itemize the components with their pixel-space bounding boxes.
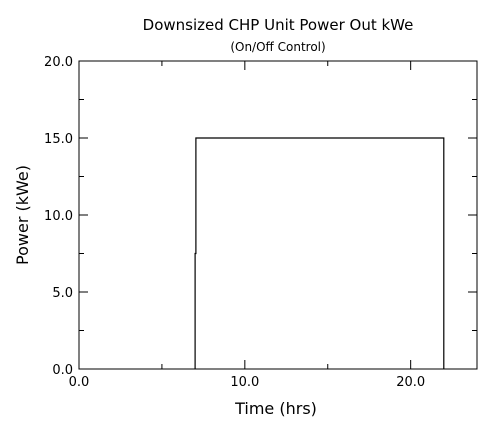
y-axis-ticks: 0.0 5.0 10.0 15.0 20.0 — [44, 55, 477, 378]
x-tick-label: 20.0 — [396, 375, 425, 390]
series-layer — [194, 137, 445, 369]
y-tick-label: 20.0 — [44, 55, 73, 70]
power-output-line — [194, 137, 445, 369]
x-tick-label: 10.0 — [230, 375, 259, 390]
y-tick-label: 10.0 — [44, 209, 73, 224]
y-tick-label: 5.0 — [52, 286, 73, 301]
chart-title: Downsized CHP Unit Power Out kWe — [143, 16, 414, 34]
chart-subtitle: (On/Off Control) — [230, 40, 325, 54]
x-axis-label: Time (hrs) — [234, 399, 317, 418]
y-tick-label: 0.0 — [52, 363, 73, 378]
x-tick-label: 0.0 — [69, 375, 90, 390]
x-axis-ticks: 0.0 10.0 20.0 — [69, 61, 425, 390]
plot-frame — [78, 60, 478, 370]
y-axis-label: Power (kWe) — [13, 165, 32, 265]
y-tick-label: 15.0 — [44, 132, 73, 147]
